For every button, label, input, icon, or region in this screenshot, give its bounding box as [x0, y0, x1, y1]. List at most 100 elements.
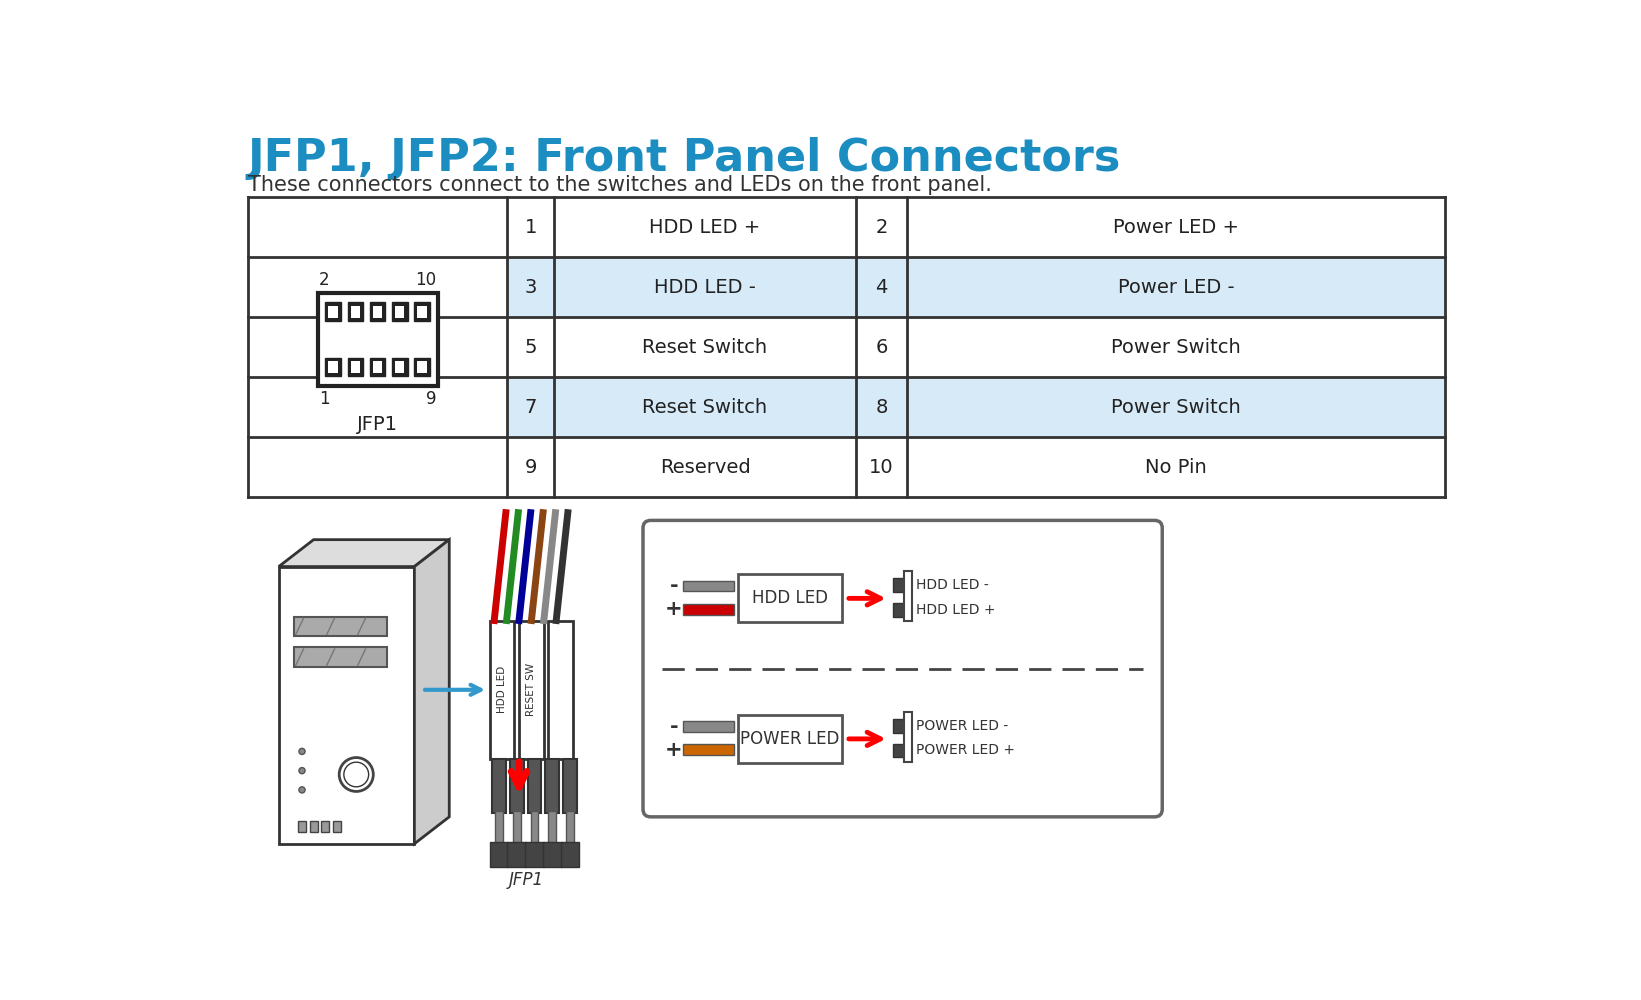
Text: 4: 4: [875, 278, 888, 297]
Text: Reset Switch: Reset Switch: [642, 338, 768, 357]
Text: 9: 9: [425, 389, 437, 408]
Text: 6: 6: [875, 338, 888, 357]
Bar: [373, 306, 382, 318]
Bar: [392, 358, 407, 376]
Bar: [248, 197, 507, 257]
Text: 10: 10: [870, 458, 894, 477]
Bar: [507, 317, 1446, 377]
Bar: [489, 620, 514, 759]
Bar: [507, 377, 1446, 437]
Bar: [369, 358, 386, 376]
Bar: [525, 842, 543, 867]
Bar: [348, 358, 363, 376]
Bar: [893, 603, 904, 617]
Text: HDD LED +: HDD LED +: [650, 218, 761, 237]
Bar: [248, 377, 507, 437]
Bar: [563, 759, 578, 813]
Bar: [328, 361, 338, 373]
Text: JFP1: JFP1: [509, 871, 545, 889]
Bar: [543, 842, 561, 867]
Text: HDD LED +: HDD LED +: [916, 603, 996, 617]
Bar: [351, 306, 359, 318]
Bar: [904, 712, 912, 762]
Text: 1: 1: [525, 218, 537, 237]
Text: Reset Switch: Reset Switch: [642, 398, 768, 417]
Circle shape: [345, 762, 369, 787]
Text: 8: 8: [875, 398, 888, 417]
Text: 5: 5: [525, 338, 537, 357]
Text: Power Switch: Power Switch: [1111, 338, 1241, 357]
Bar: [328, 306, 338, 318]
Text: 9: 9: [525, 458, 537, 477]
Bar: [545, 759, 560, 813]
Text: HDD LED -: HDD LED -: [655, 278, 757, 297]
Bar: [519, 620, 543, 759]
Bar: [489, 842, 509, 867]
Bar: [510, 759, 523, 813]
Text: 2: 2: [318, 271, 330, 289]
Bar: [548, 620, 573, 759]
Circle shape: [299, 787, 305, 793]
Text: No Pin: No Pin: [1145, 458, 1206, 477]
Bar: [294, 647, 387, 667]
Bar: [325, 302, 341, 321]
Bar: [548, 811, 556, 844]
Text: 10: 10: [415, 271, 437, 289]
Bar: [294, 617, 387, 636]
Bar: [683, 744, 734, 755]
Bar: [737, 574, 842, 622]
Bar: [904, 571, 912, 621]
Bar: [507, 842, 527, 867]
Text: JFP1: JFP1: [358, 415, 399, 434]
Text: POWER LED +: POWER LED +: [916, 743, 1014, 757]
Bar: [417, 361, 427, 373]
Bar: [566, 811, 574, 844]
Circle shape: [299, 768, 305, 774]
Bar: [248, 437, 507, 497]
Bar: [417, 306, 427, 318]
Bar: [737, 715, 842, 763]
Text: HDD LED: HDD LED: [497, 666, 507, 713]
Bar: [310, 821, 317, 832]
Bar: [893, 744, 904, 757]
Text: 2: 2: [875, 218, 888, 237]
Text: Reserved: Reserved: [660, 458, 750, 477]
Text: 3: 3: [525, 278, 537, 297]
Bar: [496, 811, 502, 844]
Text: +: +: [665, 599, 683, 619]
Text: Power LED +: Power LED +: [1113, 218, 1239, 237]
Text: RESET SW: RESET SW: [527, 663, 537, 716]
Bar: [530, 811, 538, 844]
Bar: [512, 811, 520, 844]
Bar: [683, 604, 734, 615]
Bar: [333, 821, 341, 832]
FancyBboxPatch shape: [643, 520, 1162, 817]
Text: HDD LED: HDD LED: [752, 589, 827, 607]
Text: 1: 1: [318, 389, 330, 408]
Bar: [369, 302, 386, 321]
Text: +: +: [665, 740, 683, 760]
Text: Power LED -: Power LED -: [1118, 278, 1234, 297]
Polygon shape: [279, 540, 450, 567]
Bar: [248, 317, 507, 377]
Bar: [392, 302, 407, 321]
Polygon shape: [415, 540, 450, 844]
Bar: [507, 437, 1446, 497]
Bar: [893, 719, 904, 733]
Bar: [299, 821, 305, 832]
Bar: [527, 759, 542, 813]
Circle shape: [299, 748, 305, 754]
Text: POWER LED: POWER LED: [740, 730, 840, 748]
Circle shape: [340, 758, 373, 791]
Text: 7: 7: [525, 398, 537, 417]
Bar: [325, 358, 341, 376]
Bar: [683, 581, 734, 591]
Text: JFP1, JFP2: Front Panel Connectors: JFP1, JFP2: Front Panel Connectors: [248, 137, 1121, 180]
Bar: [415, 302, 430, 321]
Text: HDD LED -: HDD LED -: [916, 578, 988, 592]
Bar: [683, 721, 734, 732]
Bar: [395, 361, 404, 373]
Text: POWER LED -: POWER LED -: [916, 719, 1008, 733]
Text: -: -: [670, 717, 678, 737]
Text: Power Switch: Power Switch: [1111, 398, 1241, 417]
